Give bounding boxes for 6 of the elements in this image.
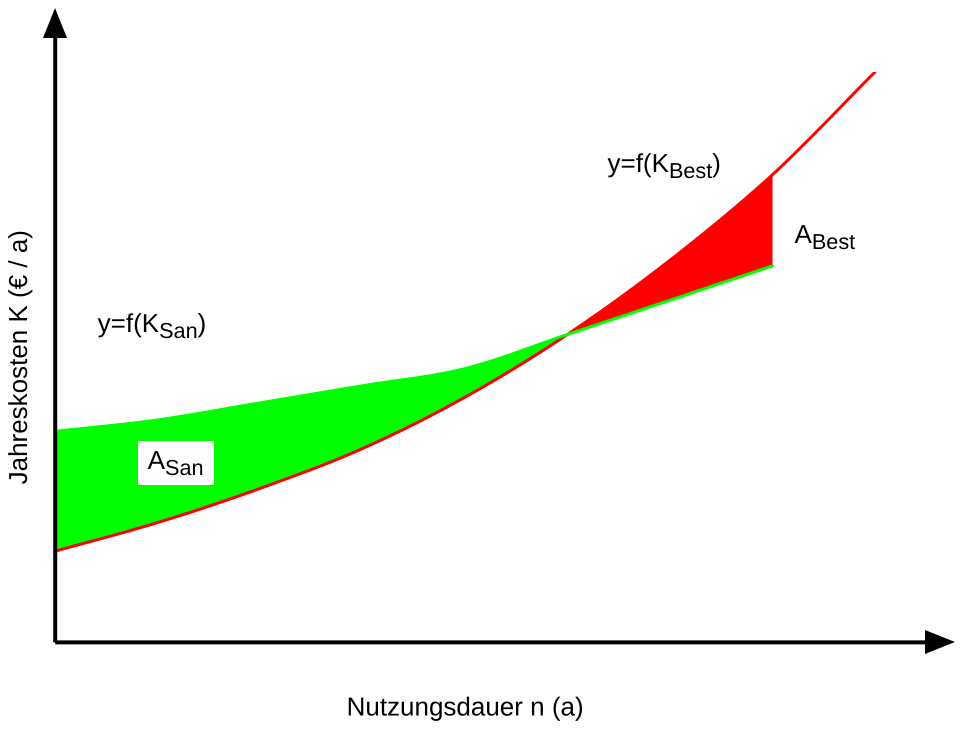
series-label: y=f(K$_{Best}$) [608, 148, 721, 183]
y-axis-title: Jahreskosten K (€ / a) [2, 230, 33, 484]
annotation: A$_{Best}$ [784, 215, 866, 260]
annotation: A$_{San}$ [138, 441, 214, 486]
x-axis-title: Nutzungsdauer n (a) [346, 692, 584, 722]
text: y=f(K$_{San}$) [98, 308, 206, 344]
